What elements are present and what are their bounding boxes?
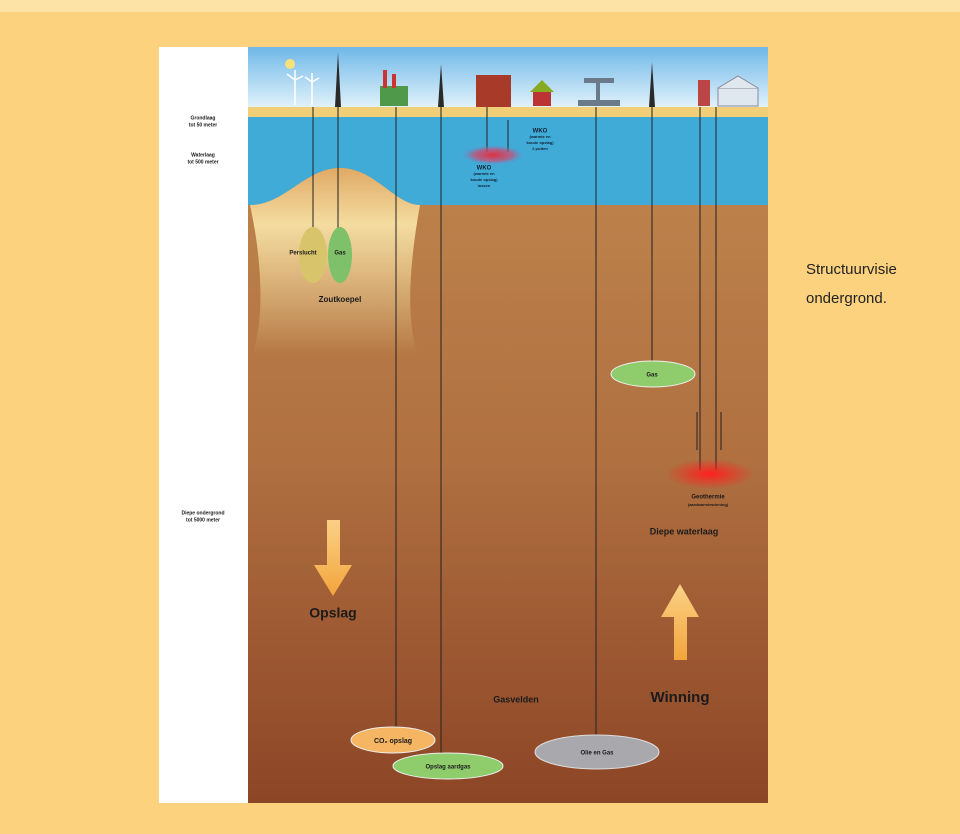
caption-line: Structuurvisie [806, 261, 897, 278]
wko-zone [461, 145, 525, 165]
label: lussen [478, 183, 491, 188]
depth-label: tot 500 meter [187, 159, 218, 165]
label: CO₂ opslag [374, 738, 412, 745]
label: Winning [650, 689, 709, 706]
depth-label: Waterlaag [191, 152, 215, 158]
depth-label: tot 50 meter [189, 122, 217, 128]
caption-line: ondergrond. [806, 290, 887, 307]
sun [285, 59, 295, 69]
geothermal-zone [666, 459, 754, 489]
label: Diepe waterlaag [650, 526, 719, 536]
label: Opslag aardgas [425, 765, 471, 771]
depth-label: tot 5000 meter [186, 517, 220, 523]
label: (warmte en [473, 171, 495, 176]
label: Opslag [309, 605, 356, 621]
label: Perslucht [289, 251, 316, 257]
depth-label: Grondlaag [190, 115, 215, 121]
label: (warmte en [529, 134, 551, 139]
label: Gas [334, 251, 346, 257]
label: (aardwarmtewinning) [688, 502, 729, 507]
label: Zoutkoepel [319, 295, 362, 304]
figure: Grondlaagtot 50 meter Waterlaagtot 500 me… [0, 0, 960, 834]
label: Gasvelden [493, 694, 539, 704]
label: koude opslag) [526, 140, 554, 145]
page: {"figure": { "depth_labels": [ {"line1":… [0, 0, 960, 834]
label: 2 putten [532, 146, 548, 151]
depth-label: Diepe ondergrond [181, 510, 224, 516]
label: Gas [646, 373, 658, 379]
building [476, 75, 511, 107]
label: Geothermie [691, 495, 725, 501]
label: Olie en Gas [580, 751, 614, 757]
topsoil [248, 107, 768, 117]
label: koude opslag) [470, 177, 498, 182]
